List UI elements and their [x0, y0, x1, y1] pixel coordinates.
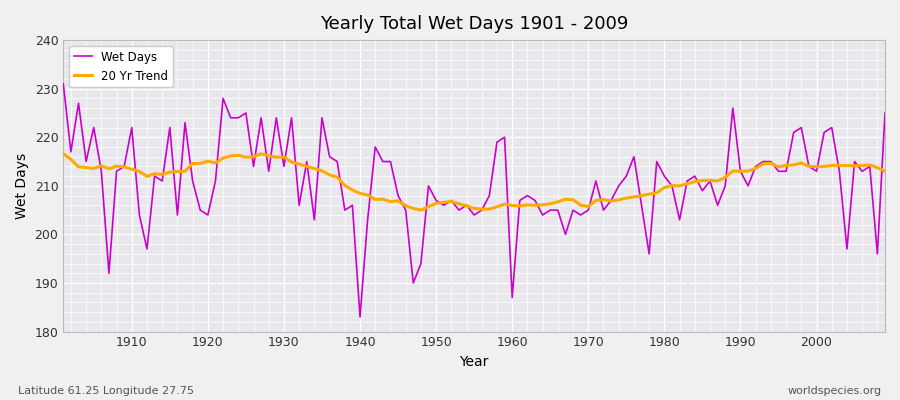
Wet Days — [58, 82, 68, 86]
Wet Days — [355, 315, 365, 320]
Text: worldspecies.org: worldspecies.org — [788, 386, 882, 396]
20 Yr Trend — [515, 204, 526, 208]
20 Yr Trend — [58, 151, 68, 156]
Title: Yearly Total Wet Days 1901 - 2009: Yearly Total Wet Days 1901 - 2009 — [320, 15, 628, 33]
Wet Days — [286, 116, 297, 120]
20 Yr Trend — [286, 160, 297, 164]
Wet Days — [879, 110, 890, 115]
Text: Latitude 61.25 Longitude 27.75: Latitude 61.25 Longitude 27.75 — [18, 386, 194, 396]
20 Yr Trend — [332, 175, 343, 180]
X-axis label: Year: Year — [460, 355, 489, 369]
Y-axis label: Wet Days: Wet Days — [15, 153, 29, 219]
Line: 20 Yr Trend: 20 Yr Trend — [63, 154, 885, 210]
Legend: Wet Days, 20 Yr Trend: Wet Days, 20 Yr Trend — [69, 46, 173, 87]
Wet Days — [119, 164, 130, 169]
Wet Days — [515, 198, 526, 203]
Wet Days — [606, 198, 616, 203]
20 Yr Trend — [507, 203, 517, 208]
20 Yr Trend — [119, 164, 130, 169]
20 Yr Trend — [606, 198, 616, 203]
Line: Wet Days: Wet Days — [63, 84, 885, 317]
20 Yr Trend — [879, 169, 890, 174]
Wet Days — [507, 295, 517, 300]
20 Yr Trend — [416, 208, 427, 212]
Wet Days — [332, 159, 343, 164]
